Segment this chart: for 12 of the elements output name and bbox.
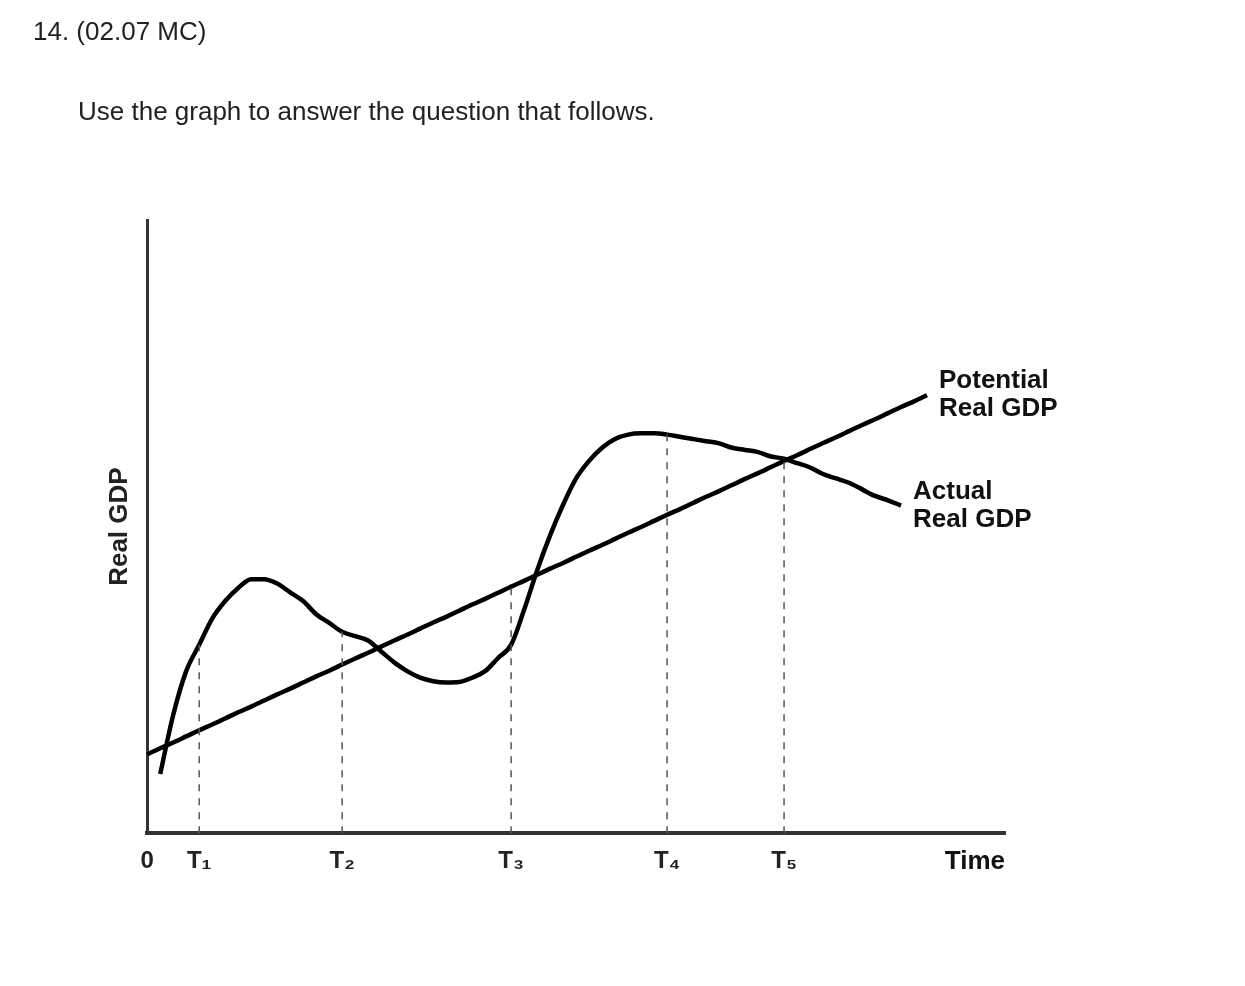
x-tick-label: T₃ [498, 846, 524, 874]
chart-title: 14. (02.07 MC) [33, 16, 207, 47]
x-tick-label: T₂ [329, 846, 355, 874]
chart-subtitle: Use the graph to answer the question that follows. [78, 96, 655, 127]
series-label: Potential Real GDP [939, 364, 1058, 423]
y-axis-title: Real GDP [102, 467, 133, 586]
x-tick-label: T₁ [186, 846, 212, 874]
x-tick-label: T₅ [771, 846, 797, 874]
x-axis-title: Time [944, 845, 1005, 876]
x-tick-label: 0 [140, 846, 154, 874]
series-label: Actual Real GDP [913, 474, 1032, 533]
x-tick-label: T₄ [654, 846, 681, 874]
